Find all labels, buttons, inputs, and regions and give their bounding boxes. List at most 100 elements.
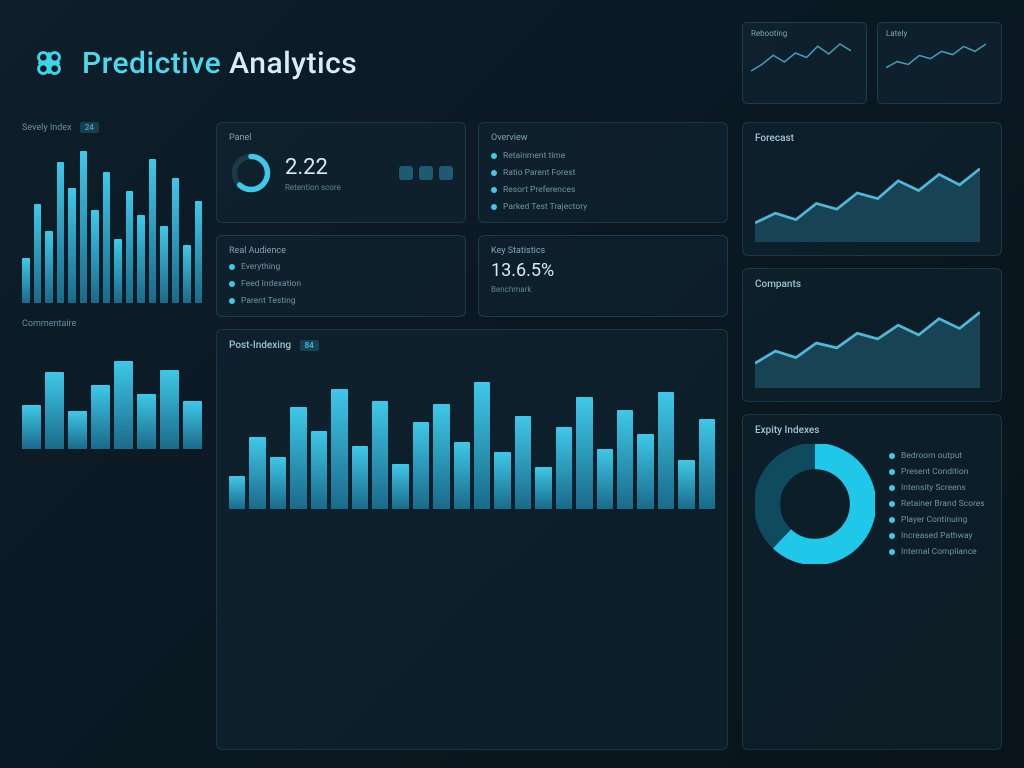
bar[interactable]	[91, 210, 99, 303]
bar[interactable]	[678, 460, 694, 510]
list-item[interactable]: Parent Testing	[229, 296, 453, 306]
bar-chart[interactable]	[22, 339, 202, 449]
mini-card-0[interactable]: Rebooting	[742, 22, 867, 104]
bar[interactable]	[331, 389, 347, 509]
bullet-list: Retainment time Ratio Parent Forest Resort…	[491, 151, 715, 212]
sidebar-section-1: Sevely Index 24	[22, 122, 202, 303]
bar[interactable]	[290, 407, 306, 509]
bar[interactable]	[352, 446, 368, 509]
list-item[interactable]: Bedroom output	[889, 451, 985, 461]
bar[interactable]	[249, 437, 265, 509]
list-item[interactable]: Intensity Screens	[889, 483, 985, 493]
bar-chart[interactable]	[229, 359, 715, 509]
bar[interactable]	[22, 258, 30, 303]
bar[interactable]	[91, 385, 110, 449]
action-icon[interactable]	[439, 166, 453, 180]
bar-chart[interactable]	[22, 143, 202, 303]
bar[interactable]	[103, 172, 111, 303]
bullet-icon	[229, 298, 235, 304]
bar[interactable]	[617, 410, 633, 509]
list-item[interactable]: Parked Test Trajectory	[491, 202, 715, 212]
bar[interactable]	[137, 394, 156, 449]
bar[interactable]	[597, 449, 613, 509]
area-chart	[755, 298, 980, 388]
list-item[interactable]: Player Continuing	[889, 515, 985, 525]
bar[interactable]	[126, 191, 134, 303]
bar[interactable]	[454, 442, 470, 510]
bullet-icon	[889, 533, 895, 539]
bar[interactable]	[114, 361, 133, 449]
main-area: Panel 2.22 Retention score	[216, 122, 728, 750]
key-stats-panel[interactable]: Key Statistics 13.6.5% Benchmark	[478, 235, 728, 317]
kpi-panel[interactable]: Panel 2.22 Retention score	[216, 122, 466, 223]
bar[interactable]	[413, 422, 429, 509]
sidebar-section-label: Sevely Index 24	[22, 122, 202, 133]
bar[interactable]	[80, 151, 88, 303]
bar[interactable]	[494, 452, 510, 509]
list-item[interactable]: Increased Pathway	[889, 531, 985, 541]
bar[interactable]	[137, 215, 145, 303]
bar[interactable]	[34, 204, 42, 303]
bar[interactable]	[372, 401, 388, 509]
bar[interactable]	[68, 188, 76, 303]
forecast-panel[interactable]: Forecast	[742, 122, 1002, 256]
mini-card-title: Lately	[886, 29, 993, 38]
action-icon[interactable]	[419, 166, 433, 180]
bar[interactable]	[515, 416, 531, 509]
list-item[interactable]: Resort Preferences	[491, 185, 715, 195]
panel-title: Panel	[229, 133, 453, 143]
bar[interactable]	[229, 476, 245, 509]
bar[interactable]	[474, 382, 490, 510]
donut-chart[interactable]	[755, 444, 875, 564]
sparkline-icon	[751, 42, 851, 82]
bar[interactable]	[556, 427, 572, 510]
bullet-icon	[491, 170, 497, 176]
bar[interactable]	[637, 434, 653, 509]
bar[interactable]	[45, 372, 64, 449]
bar[interactable]	[114, 239, 122, 303]
list-item[interactable]: Retainer Brand Scores	[889, 499, 985, 509]
list-item[interactable]: Everything	[229, 262, 453, 272]
bullet-icon	[889, 549, 895, 555]
sidebar-section-2: Commentaire	[22, 319, 202, 449]
overview-list-panel: Overview Retainment timeRatio Parent For…	[478, 122, 728, 223]
list-item-label: Parent Testing	[241, 296, 296, 306]
action-icon[interactable]	[399, 166, 413, 180]
panel-title: Expity Indexes	[755, 425, 989, 436]
list-item[interactable]: Retainment time	[491, 151, 715, 161]
bar[interactable]	[183, 401, 202, 449]
bar[interactable]	[172, 178, 180, 303]
list-item[interactable]: Feed Indexation	[229, 279, 453, 289]
bar[interactable]	[433, 404, 449, 509]
real-audience-panel: Real Audience EverythingFeed IndexationP…	[216, 235, 466, 317]
bullet-icon	[491, 153, 497, 159]
list-item[interactable]: Internal Compliance	[889, 547, 985, 557]
sparkline-icon	[886, 42, 986, 82]
bar[interactable]	[392, 464, 408, 509]
bar[interactable]	[658, 392, 674, 509]
bullet-icon	[491, 204, 497, 210]
bullet-icon	[889, 517, 895, 523]
bar[interactable]	[45, 231, 53, 303]
mini-card-1[interactable]: Lately	[877, 22, 1002, 104]
bar[interactable]	[270, 457, 286, 510]
panel-title: Forecast	[755, 133, 989, 144]
compants-panel[interactable]: Compants	[742, 268, 1002, 402]
bar[interactable]	[535, 467, 551, 509]
bar[interactable]	[68, 411, 87, 450]
bar[interactable]	[160, 226, 168, 303]
bar[interactable]	[195, 201, 203, 303]
donut-panel: Expity Indexes Bedroom output Present Con…	[742, 414, 1002, 750]
bar[interactable]	[22, 405, 41, 449]
bar[interactable]	[311, 431, 327, 509]
bar[interactable]	[57, 162, 65, 303]
bar[interactable]	[149, 159, 157, 303]
list-item[interactable]: Ratio Parent Forest	[491, 168, 715, 178]
legend-list: Bedroom output Present Condition Intensity…	[889, 451, 985, 557]
bar[interactable]	[576, 397, 592, 510]
bar[interactable]	[699, 419, 715, 509]
bar[interactable]	[183, 245, 191, 303]
list-item[interactable]: Present Condition	[889, 467, 985, 477]
bar[interactable]	[160, 370, 179, 449]
bullet-icon	[229, 281, 235, 287]
